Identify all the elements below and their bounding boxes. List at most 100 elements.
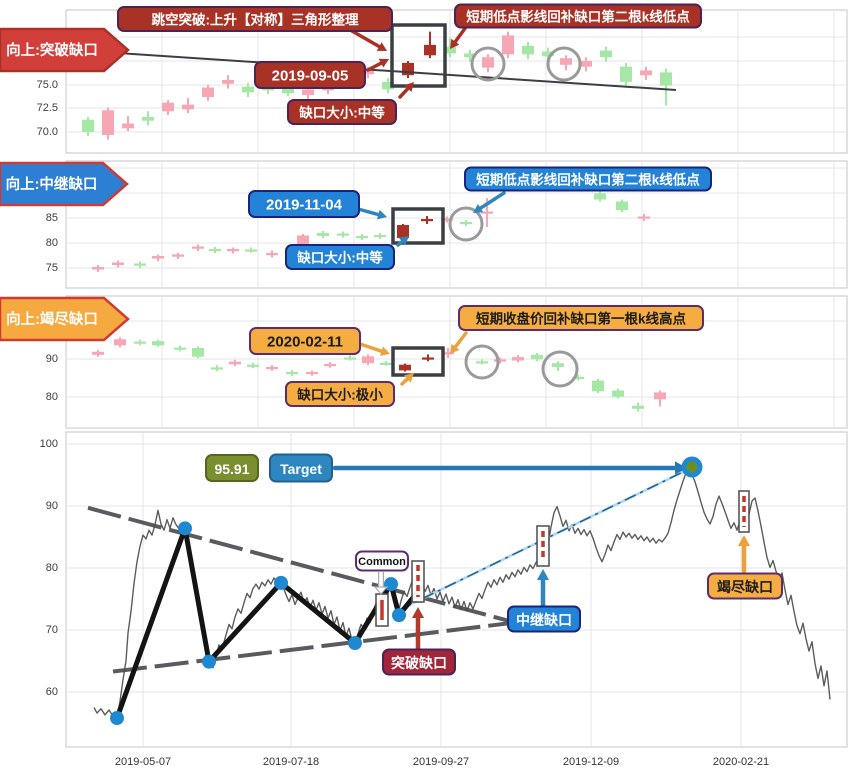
plot-area xyxy=(65,9,848,154)
candle-body xyxy=(112,262,124,265)
candle xyxy=(222,75,234,89)
candle-body xyxy=(441,218,453,221)
annotation-arrow xyxy=(356,207,381,217)
x-axis-tick-label: 2020-02-21 xyxy=(713,756,769,768)
banner-label: 向上:中继缺口 xyxy=(6,175,98,193)
annotation-arrow xyxy=(350,29,381,49)
candle-body xyxy=(209,249,221,252)
gap-marker-box xyxy=(411,560,425,603)
candle-body xyxy=(512,357,524,361)
candle-body xyxy=(600,50,612,58)
candle-body xyxy=(174,347,186,350)
triangle-lower-trendline xyxy=(112,620,516,674)
candle-body xyxy=(297,235,309,245)
candle xyxy=(464,49,476,62)
candle xyxy=(114,337,126,348)
annotation-arrow-head xyxy=(404,82,414,92)
candle xyxy=(654,390,666,407)
y-axis-tick-label: 72.5 xyxy=(37,102,58,114)
x-axis-tick-label: 2019-12-09 xyxy=(563,756,619,768)
candle-body xyxy=(152,256,164,259)
annotation-label: 2019-09-05 xyxy=(272,68,349,85)
price-line xyxy=(93,468,831,719)
runaway-gap-arrow-head xyxy=(536,569,550,580)
candle-body xyxy=(616,201,628,210)
candle-body xyxy=(399,364,411,371)
candle xyxy=(192,244,204,251)
annotation-label: 短期低点影线回补缺口第二根k线低点 xyxy=(466,9,690,25)
annotation-arrow xyxy=(400,377,410,386)
candle-body xyxy=(92,351,104,355)
highlight-circle xyxy=(464,344,500,380)
candle-body xyxy=(172,254,184,257)
gap-rectangle xyxy=(391,346,445,377)
candle-body xyxy=(134,263,146,266)
candle xyxy=(286,370,298,377)
annotation-box: 2019-09-05 xyxy=(254,61,366,89)
common-gap-label: Common xyxy=(355,550,409,572)
highlight-circle xyxy=(546,46,582,82)
candle xyxy=(382,78,394,94)
candle-body xyxy=(192,347,204,357)
annotation-box-bg xyxy=(285,381,395,407)
candle-body xyxy=(362,69,374,75)
plot-area xyxy=(65,295,848,429)
candle-body xyxy=(245,249,257,252)
x-axis-tick-label: 2019-05-07 xyxy=(115,756,171,768)
candle xyxy=(594,191,606,202)
candle-body xyxy=(460,222,472,225)
candle xyxy=(422,354,434,362)
annotation-arrow-head xyxy=(376,42,387,51)
candle xyxy=(441,216,453,223)
annotation-arrow-head xyxy=(473,203,484,213)
candle xyxy=(522,42,534,60)
candle-body xyxy=(242,86,254,93)
banner-label: 向上:竭尽缺口 xyxy=(6,310,98,328)
panel-breakout-gap: 77.575.072.570.0跳空突破:上升【对称】三角形整理短期低点影线回补… xyxy=(0,3,848,154)
candle xyxy=(266,365,278,371)
candle xyxy=(531,352,543,362)
breakout-gap-arrow-head xyxy=(411,607,425,618)
target-badge-label: Target xyxy=(280,461,322,477)
target-arrow-head xyxy=(675,461,687,475)
candle xyxy=(442,347,454,358)
annotation-arrow xyxy=(453,331,468,349)
candle xyxy=(397,224,409,240)
annotation-label: 短期低点影线回补缺口第二根k线低点 xyxy=(476,172,700,188)
annotation-box-bg xyxy=(248,190,360,218)
candle xyxy=(344,355,356,361)
annotation-arrow xyxy=(478,191,506,210)
banner-arrow-shape xyxy=(0,27,130,73)
banner-label: 向上:突破缺口 xyxy=(6,41,98,59)
candle-body xyxy=(481,211,493,214)
breakout-gap-label-bg xyxy=(382,648,456,676)
candle xyxy=(134,261,146,268)
annotation-box-bg xyxy=(464,166,712,192)
candle-body xyxy=(266,253,278,256)
annotation-arrow xyxy=(366,61,383,72)
candle xyxy=(592,378,604,394)
annotation-label: 2020-02-11 xyxy=(267,334,343,351)
y-axis-tick-label: 80 xyxy=(46,237,58,249)
candle xyxy=(616,199,628,212)
candle-body xyxy=(286,371,298,375)
candle xyxy=(600,46,612,62)
y-axis-tick-label: 90 xyxy=(46,500,58,512)
candle-body xyxy=(122,123,134,129)
candle-body xyxy=(324,363,336,367)
candle-body xyxy=(374,235,386,238)
annotation-arrow xyxy=(453,25,468,44)
candle-body xyxy=(640,70,652,76)
candle xyxy=(494,357,506,364)
banner-arrow-shape xyxy=(0,296,130,342)
target-badge-bg xyxy=(269,453,333,483)
candle-body xyxy=(222,79,234,84)
candle xyxy=(638,214,650,221)
candle-body xyxy=(397,225,409,238)
candle-body xyxy=(247,364,259,367)
candle xyxy=(632,402,644,412)
candle-body xyxy=(660,72,672,86)
candle-body xyxy=(337,233,349,236)
target-price-badge-bg xyxy=(205,454,259,482)
